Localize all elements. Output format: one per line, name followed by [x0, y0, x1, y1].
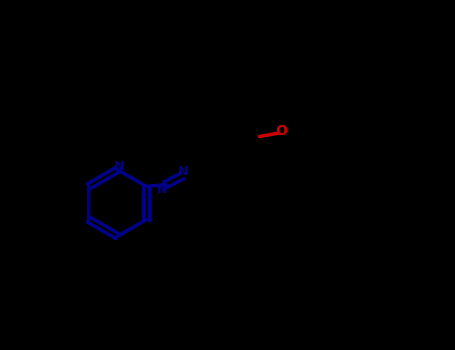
Text: N: N: [114, 160, 124, 174]
Text: N: N: [178, 165, 188, 178]
Text: O: O: [276, 124, 288, 138]
Text: N: N: [157, 183, 168, 196]
